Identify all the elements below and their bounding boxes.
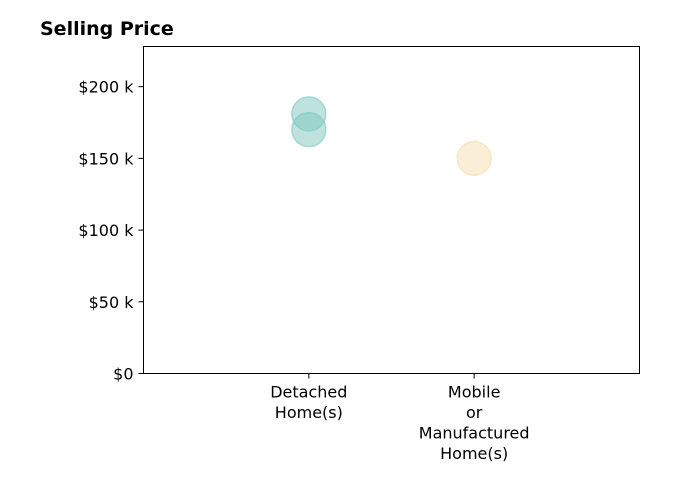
data-point: [456, 140, 492, 177]
y-tick-label: $200 k: [78, 78, 134, 97]
data-point: [291, 111, 327, 148]
plot-area: [143, 46, 640, 374]
x-tick-label: Detached Home(s): [270, 383, 347, 423]
chart-title: Selling Price: [40, 18, 174, 40]
y-axis: $0 $50 k $100 k $150 k $200 k: [78, 78, 144, 384]
x-axis: Detached Home(s) Mobile or Manufactured Home(…: [270, 373, 530, 464]
y-tick-label: $100 k: [78, 221, 134, 240]
y-tick-label: $150 k: [78, 149, 134, 168]
x-tick-label: Mobile or Manufactured Home(s): [419, 383, 530, 464]
data-points: [291, 96, 492, 177]
y-tick-label: $50 k: [89, 293, 135, 312]
y-tick-label: $0: [113, 365, 133, 384]
